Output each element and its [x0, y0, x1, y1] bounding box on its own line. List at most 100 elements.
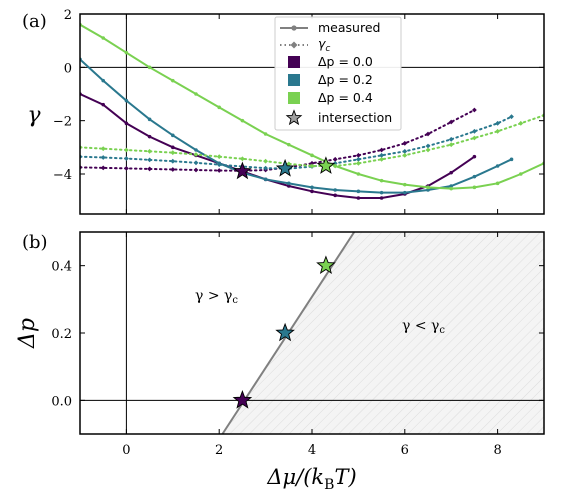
- data-point: [240, 156, 245, 162]
- region-label-left: γ > γc: [195, 288, 238, 306]
- data-point: [495, 128, 500, 134]
- data-point: [448, 119, 454, 125]
- data-point: [332, 156, 338, 162]
- legend-entry-intersection: intersection: [285, 109, 392, 126]
- star-icon: [285, 109, 303, 126]
- dp02-swatch-icon: [288, 74, 300, 86]
- data-point: [425, 131, 431, 137]
- intersection-star: [233, 161, 252, 180]
- panel-a-series: [80, 22, 544, 200]
- data-point: [101, 78, 105, 83]
- data-point: [124, 166, 129, 171]
- data-point: [147, 166, 152, 172]
- data-point: [100, 165, 106, 171]
- data-point: [287, 142, 291, 147]
- x-tick-label: 4: [308, 443, 316, 458]
- series-line: [80, 114, 544, 167]
- data-point: [124, 98, 129, 103]
- y-tick-label: −2: [53, 115, 72, 130]
- data-point: [425, 147, 431, 153]
- data-point: [147, 134, 152, 139]
- legend-label-dp04: Δp = 0.4: [318, 90, 373, 105]
- data-point: [356, 196, 361, 200]
- panel-b-label: (b): [22, 232, 48, 253]
- data-point: [263, 165, 268, 171]
- data-point: [216, 154, 222, 160]
- legend-label-dp02: Δp = 0.2: [318, 72, 373, 87]
- panel-a-intersection-stars: [233, 156, 336, 180]
- data-point: [100, 155, 106, 160]
- data-point: [124, 147, 129, 153]
- data-point: [171, 145, 175, 150]
- data-point: [472, 185, 477, 190]
- y-tick-label: 0.4: [51, 260, 72, 275]
- data-point: [263, 132, 268, 136]
- data-point: [193, 167, 199, 173]
- data-point: [170, 167, 176, 172]
- legend-label-intersection: intersection: [318, 110, 392, 125]
- data-point: [449, 170, 454, 175]
- data-point: [448, 142, 454, 148]
- data-point: [101, 102, 105, 107]
- data-point: [287, 181, 291, 186]
- y-tick-label: 0.2: [51, 327, 72, 342]
- data-point: [333, 193, 338, 198]
- intersection-star: [232, 390, 253, 409]
- data-point: [170, 150, 176, 156]
- data-point: [147, 157, 152, 163]
- data-point: [379, 156, 384, 162]
- x-tick-label: 2: [215, 443, 223, 458]
- data-point: [402, 152, 408, 158]
- legend-label-gamma-c: γc: [318, 36, 330, 54]
- x-tick-label: 8: [493, 443, 501, 458]
- intersection-star: [275, 158, 295, 177]
- legend-entry-dp04: Δp = 0.4: [288, 90, 373, 105]
- data-point: [310, 189, 314, 194]
- legend-label-dp00: Δp = 0.0: [318, 54, 373, 69]
- legend-box: [274, 16, 402, 131]
- data-point: [426, 185, 430, 190]
- data-point: [356, 172, 361, 176]
- data-point: [509, 114, 514, 120]
- data-point: [356, 160, 361, 166]
- data-point: [217, 105, 221, 110]
- measured-marker-icon: [291, 25, 297, 31]
- data-point: [356, 156, 361, 162]
- region-gamma-less-than-gamma-c: [222, 232, 544, 434]
- data-point: [170, 158, 176, 164]
- data-point: [379, 178, 384, 183]
- data-point: [171, 78, 175, 83]
- legend-entry-measured: measured: [280, 20, 380, 35]
- data-point: [263, 158, 268, 164]
- legend-entry-gamma-c: γc: [280, 36, 330, 54]
- data-point: [472, 174, 477, 179]
- data-point: [287, 184, 291, 188]
- data-point: [171, 133, 175, 138]
- data-point: [472, 154, 477, 159]
- data-point: [309, 160, 315, 166]
- data-point: [194, 92, 198, 96]
- data-point: [472, 135, 477, 141]
- data-point: [379, 147, 384, 153]
- data-point: [147, 65, 152, 70]
- data-point: [495, 164, 500, 168]
- data-point: [425, 143, 431, 149]
- data-point: [124, 121, 129, 126]
- y-tick-label: −4: [53, 168, 72, 183]
- data-point: [426, 188, 430, 192]
- y-tick-label: 0: [64, 61, 72, 76]
- panel-b-ticks: 0 2 4 6 8 0.0 0.2 0.4: [51, 232, 544, 458]
- legend-entry-dp00: Δp = 0.0: [288, 54, 373, 69]
- data-point: [124, 156, 129, 161]
- data-point: [402, 140, 408, 146]
- data-point: [356, 152, 361, 158]
- data-point: [509, 157, 514, 162]
- dp00-swatch-icon: [288, 56, 300, 68]
- data-point: [403, 190, 407, 195]
- panel-b-stars: [232, 255, 336, 409]
- data-point: [518, 120, 524, 126]
- data-point: [333, 188, 338, 192]
- data-point: [100, 146, 106, 152]
- intersection-star: [275, 322, 295, 342]
